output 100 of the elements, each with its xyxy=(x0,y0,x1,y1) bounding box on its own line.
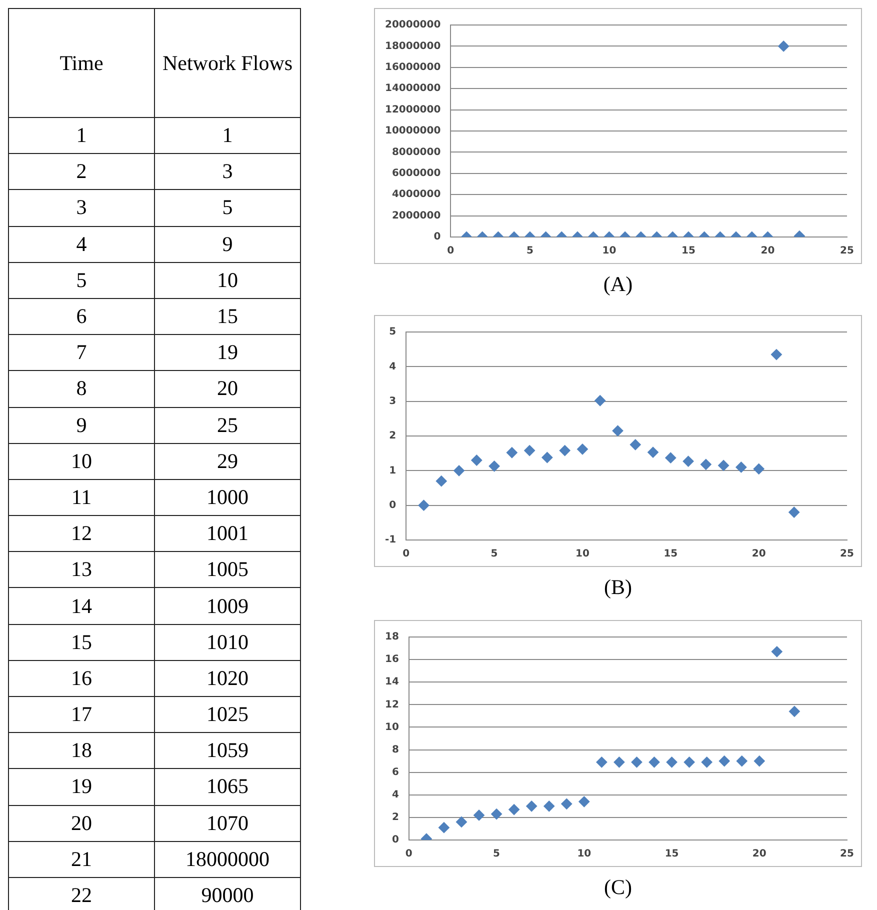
text: (A) xyxy=(602,272,634,297)
y-tick-label: 1 xyxy=(8,118,154,154)
y-tick-label: 19 xyxy=(8,768,154,806)
y-tick-label: 0 xyxy=(434,232,441,243)
point xyxy=(630,439,641,450)
y-tick-label: 20000000 xyxy=(384,20,441,31)
x-tick-label: 0 xyxy=(447,246,454,257)
data-label: 1025 xyxy=(154,696,300,733)
y-tick-label: 8 xyxy=(392,744,399,756)
point xyxy=(418,500,430,511)
x-tick-label: 10 xyxy=(576,548,590,560)
x-tick-label: 5 xyxy=(526,246,534,257)
point xyxy=(648,446,659,458)
data-label: 25 xyxy=(154,407,300,444)
y-tick-label: 12 xyxy=(384,699,399,710)
point xyxy=(524,445,536,456)
y-tick-label: 6 xyxy=(392,766,399,778)
y-axis-title: Time xyxy=(8,8,154,118)
point xyxy=(526,800,538,812)
y-tick-label: 10000000 xyxy=(384,126,441,137)
y-tick-label: 3 xyxy=(8,190,154,226)
y-tick-label: 2 xyxy=(389,430,396,442)
y-tick-label: 13 xyxy=(8,552,154,588)
y-tick-label: 4 xyxy=(392,789,399,800)
point xyxy=(701,756,712,768)
point xyxy=(736,462,747,473)
data-label: 1070 xyxy=(154,805,300,842)
data-label: 1005 xyxy=(154,552,300,588)
data-label: 1001 xyxy=(154,516,300,552)
y-tick-label: 8 xyxy=(8,370,154,407)
point xyxy=(542,452,553,463)
x-tick-label: 5 xyxy=(493,848,500,860)
point xyxy=(454,465,465,476)
data-label: 5 xyxy=(154,190,300,226)
point xyxy=(700,458,712,470)
data-label: 3 xyxy=(154,154,300,190)
point xyxy=(561,798,572,810)
data-label: 90000 xyxy=(154,877,300,910)
y-tick-label: 0 xyxy=(392,834,399,846)
point xyxy=(718,756,730,767)
point xyxy=(631,756,642,768)
x-tick-label: 20 xyxy=(760,246,775,257)
y-tick-label: 7 xyxy=(8,334,154,371)
point xyxy=(596,756,608,768)
y-tick-label: 8000000 xyxy=(392,146,441,158)
y-tick-label: 2 xyxy=(8,154,154,190)
point xyxy=(438,822,450,834)
point xyxy=(488,460,500,472)
data-label: 1065 xyxy=(154,768,300,806)
text: (B) xyxy=(603,575,633,600)
data-label: 1020 xyxy=(154,660,300,696)
x-tick-label: 15 xyxy=(664,848,679,860)
point xyxy=(612,425,624,436)
y-tick-label: 10 xyxy=(384,722,399,733)
point xyxy=(771,646,782,658)
point xyxy=(508,804,520,816)
data-label: 18000000 xyxy=(154,841,300,878)
point xyxy=(718,460,730,471)
point xyxy=(576,444,588,455)
point xyxy=(474,810,485,821)
x-tick-label: 10 xyxy=(577,848,592,860)
point xyxy=(544,800,555,812)
data-label: 1 xyxy=(154,118,300,154)
point xyxy=(788,706,800,717)
data-label: 1009 xyxy=(154,588,300,624)
point xyxy=(578,796,590,808)
data-label: 1010 xyxy=(154,624,300,660)
data-label: 19 xyxy=(154,334,300,371)
data-label: 1000 xyxy=(154,479,300,516)
y-tick-label: 10 xyxy=(8,443,154,480)
y-tick-label: 0 xyxy=(389,500,396,511)
y-tick-label: 12 xyxy=(8,516,154,552)
x-tick-label: Network Flows xyxy=(154,8,300,118)
x-tick-label: 5 xyxy=(490,548,498,560)
x-tick-label: 25 xyxy=(840,246,854,257)
point xyxy=(594,395,606,406)
y-tick-label: 1 xyxy=(389,465,396,476)
point xyxy=(770,349,782,360)
y-tick-label: 4000000 xyxy=(392,189,441,200)
x-tick-label: 25 xyxy=(840,848,854,860)
data-label: 20 xyxy=(154,370,300,407)
y-tick-label: 18000000 xyxy=(384,40,441,52)
y-tick-label: 5 xyxy=(389,326,396,338)
data-label: 1059 xyxy=(154,732,300,769)
y-tick-label: 15 xyxy=(8,624,154,660)
point xyxy=(682,456,694,467)
y-tick-label: 16 xyxy=(8,660,154,696)
point xyxy=(666,756,678,768)
y-tick-label: 18 xyxy=(384,632,399,643)
y-tick-label: 11 xyxy=(8,479,154,516)
y-tick-label: 4 xyxy=(389,361,396,372)
x-tick-label: 25 xyxy=(840,548,854,560)
y-tick-label: 18 xyxy=(8,732,154,769)
y-tick-label: 14 xyxy=(8,588,154,624)
point xyxy=(614,756,625,768)
y-tick-label: 14000000 xyxy=(384,83,441,94)
point xyxy=(491,808,502,820)
point xyxy=(665,452,676,464)
text: (C) xyxy=(603,875,633,900)
data-label: 15 xyxy=(154,298,300,335)
